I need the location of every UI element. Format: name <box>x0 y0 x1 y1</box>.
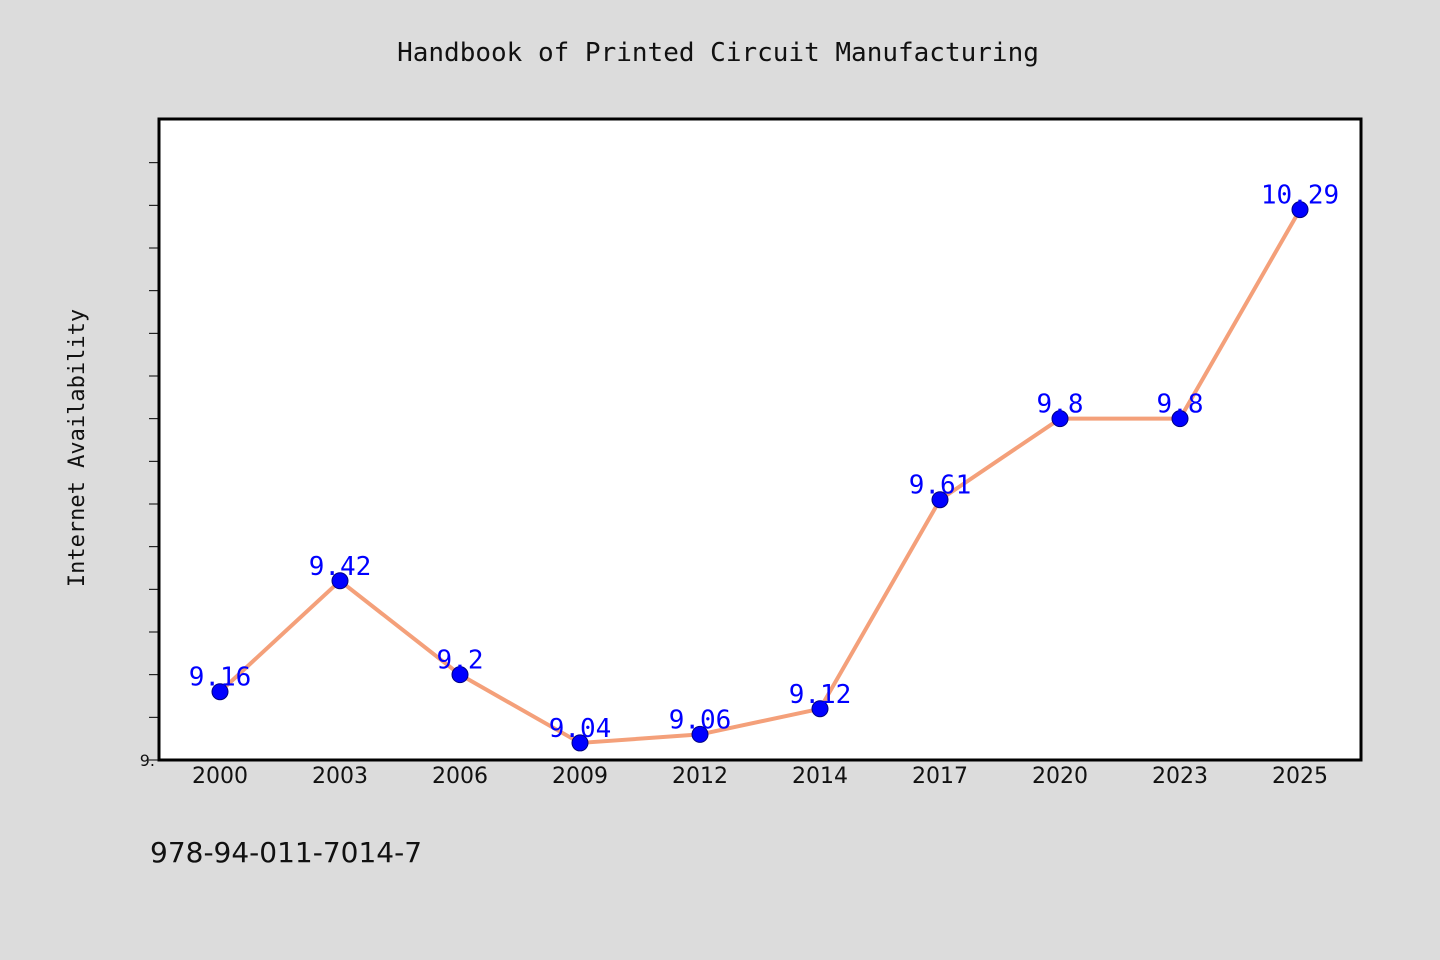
data-label: 9.42 <box>309 552 372 582</box>
data-label: 9.8 <box>1157 390 1204 420</box>
data-point <box>1051 410 1069 428</box>
data-label: 9.16 <box>189 663 252 693</box>
data-point <box>1291 201 1309 219</box>
x-tick-label: 2006 <box>432 764 488 789</box>
chart-title: Handbook of Printed Circuit Manufacturin… <box>397 38 1039 68</box>
data-point <box>691 725 709 743</box>
data-point <box>331 572 349 590</box>
data-point <box>931 491 949 509</box>
data-point <box>811 700 829 718</box>
y-axis-tick-labels: 9. <box>140 751 155 770</box>
x-tick-label: 2017 <box>912 764 968 789</box>
data-label: 9.06 <box>669 705 732 735</box>
y-axis-ticks <box>149 162 159 761</box>
x-tick-label: 2025 <box>1272 764 1328 789</box>
data-label: 9.04 <box>549 714 612 744</box>
x-tick-label: 2014 <box>792 764 848 789</box>
series-markers-group <box>211 201 1309 752</box>
y-tick-label: 9. <box>140 751 155 770</box>
data-label: 9.12 <box>789 680 852 710</box>
x-tick-label: 2000 <box>192 764 248 789</box>
y-axis-label: Internet Availability <box>65 309 90 587</box>
data-point <box>451 666 469 684</box>
x-tick-label: 2003 <box>312 764 368 789</box>
data-label: 9.61 <box>909 471 972 501</box>
isbn-footnote: 978-94-011-7014-7 <box>150 836 422 869</box>
data-label: 9.2 <box>437 646 484 676</box>
x-axis-tick-labels: 2000 2003 2006 2009 2012 2014 2017 2020 2023 2025 <box>192 764 1328 789</box>
plot-area <box>157 117 1363 762</box>
series-line <box>218 207 1302 745</box>
data-labels-group: 9.16 9.42 9.2 9.04 9.06 9.12 9.61 9.8 9.8 10.29 <box>189 181 1339 744</box>
data-label: 10.29 <box>1261 181 1339 211</box>
data-point <box>571 734 589 752</box>
x-tick-label: 2012 <box>672 764 728 789</box>
x-tick-label: 2023 <box>1152 764 1208 789</box>
x-tick-label: 2009 <box>552 764 608 789</box>
data-label: 9.8 <box>1037 390 1084 420</box>
data-point <box>1171 410 1189 428</box>
data-point <box>211 683 229 701</box>
series-line-group <box>218 207 1302 745</box>
x-tick-label: 2020 <box>1032 764 1088 789</box>
